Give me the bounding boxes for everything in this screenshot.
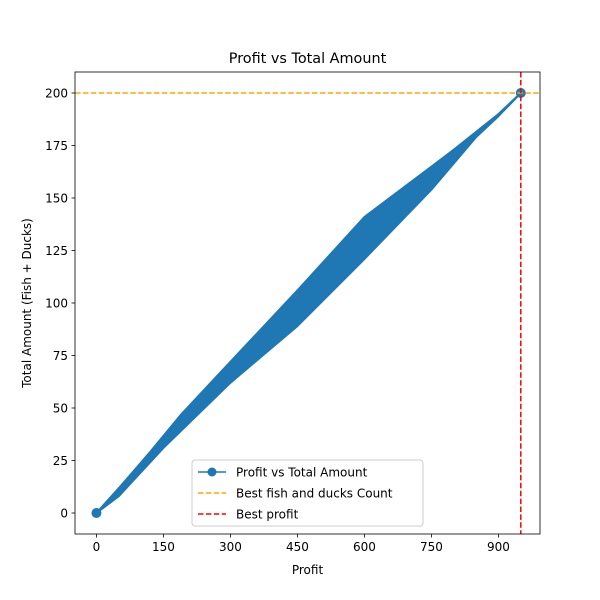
series-point-start [91,508,102,518]
x-axis-label: Profit [292,563,324,577]
x-tick-label: 900 [487,540,510,554]
legend-entry-label: Best fish and ducks Count [236,486,393,500]
chart-title: Profit vs Total Amount [229,51,387,67]
legend-entry-label: Best profit [236,507,299,521]
y-tick-label: 75 [53,349,68,363]
x-tick-label: 300 [219,540,242,554]
legend-box [191,459,424,527]
y-tick-label: 50 [53,401,68,415]
x-tick-label: 600 [353,540,376,554]
plot-content [75,72,540,534]
x-tick-label: 750 [420,540,443,554]
x-tick-label: 150 [152,540,175,554]
x-tick-label: 0 [93,540,101,554]
y-tick-label: 0 [60,506,68,520]
y-tick-label: 150 [45,191,68,205]
y-tick-label: 100 [45,296,68,310]
y-axis-ticks: 0 25 50 75 100 125 150 175 200 [45,86,75,520]
legend-entry-label: Profit vs Total Amount [236,465,368,479]
y-tick-label: 200 [45,86,68,100]
series-band-0 [95,92,522,514]
y-axis-label: Total Amount (Fish + Ducks) [20,218,34,389]
x-axis-ticks: 0 150 300 450 600 750 900 [93,534,510,554]
y-tick-label: 125 [45,244,68,258]
y-tick-label: 175 [45,139,68,153]
x-tick-label: 450 [286,540,309,554]
legend-swatch-marker [207,467,217,477]
y-tick-label: 25 [53,454,68,468]
legend: Profit vs Total Amount Best fish and duck… [191,459,424,527]
